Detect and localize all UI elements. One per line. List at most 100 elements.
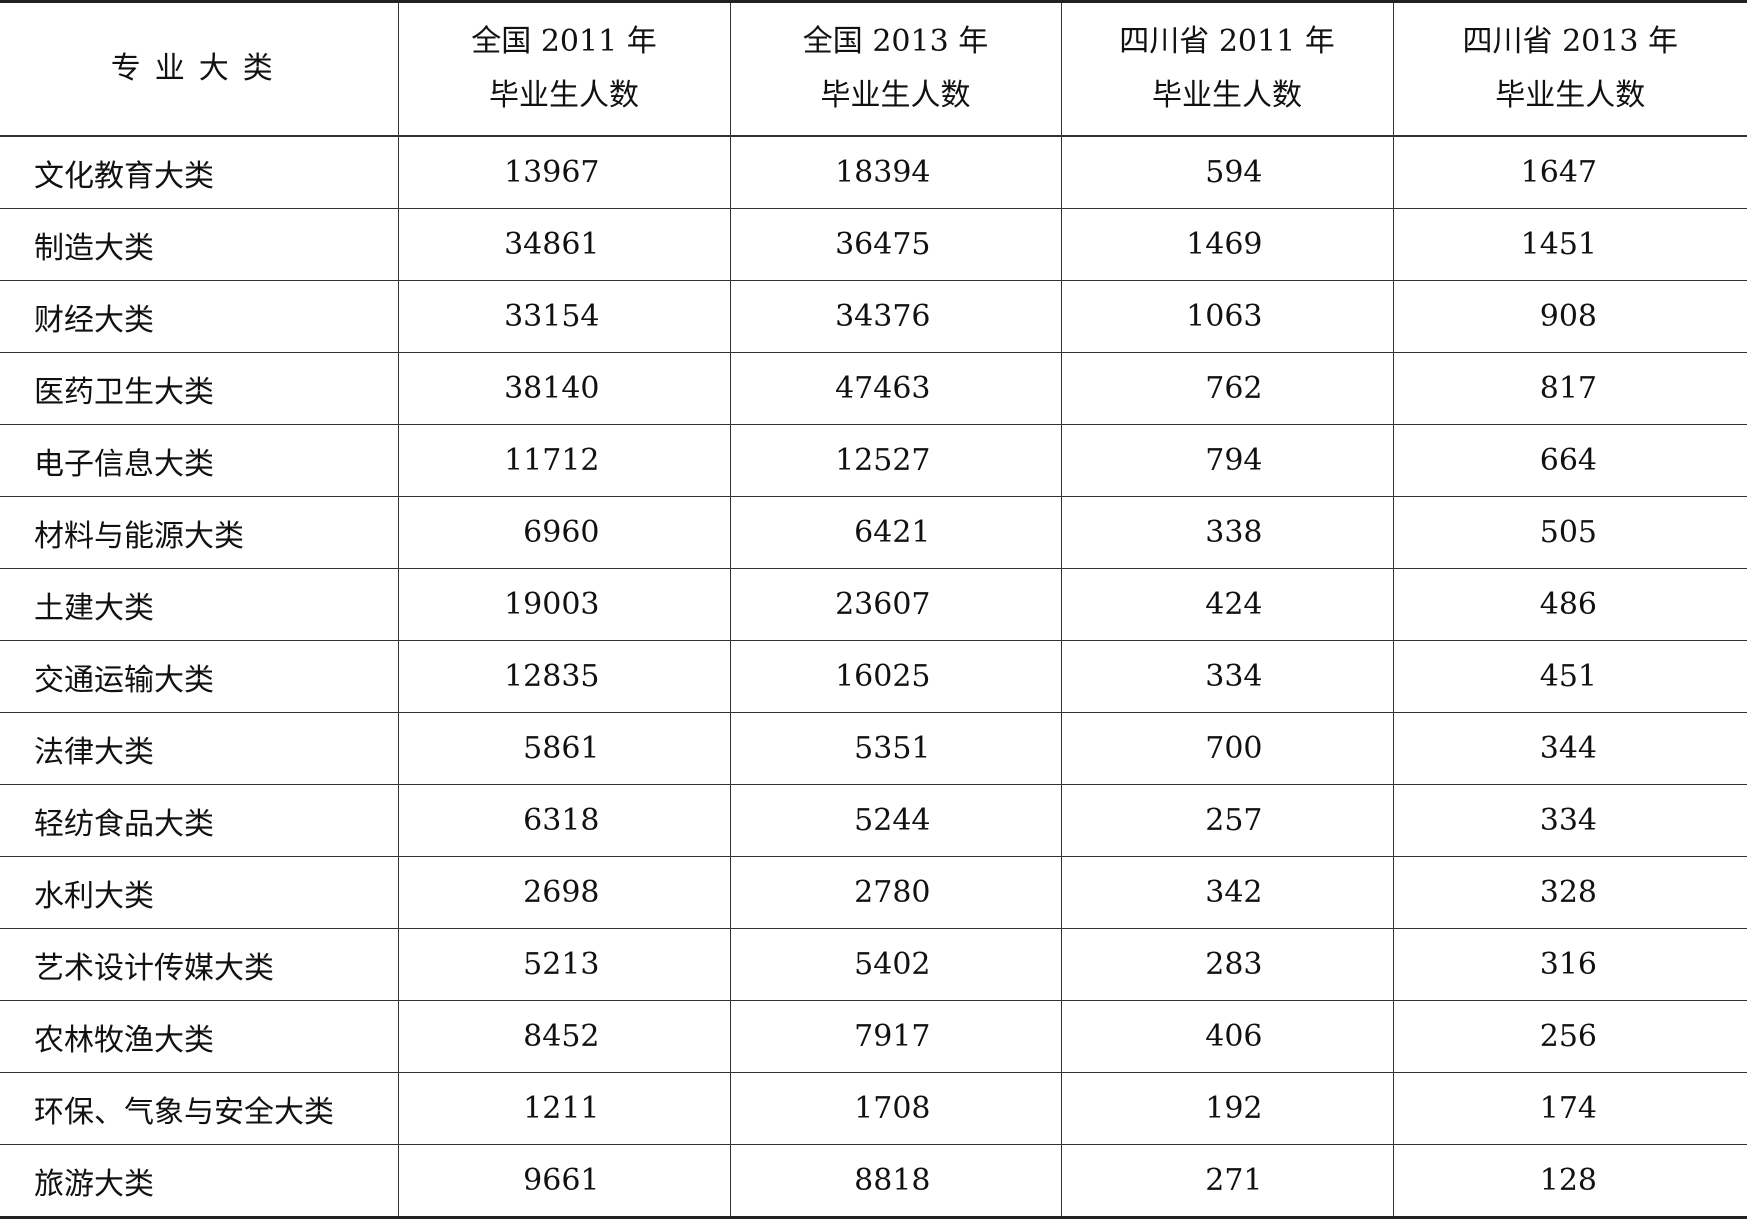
value-cell: 1063 — [1060, 280, 1394, 353]
table-row: 医药卫生大类 38140 47463 762 817 — [0, 352, 1747, 425]
category-cell: 制造大类 — [0, 208, 399, 281]
value-cell: 18394 — [729, 135, 1062, 209]
category-cell: 土建大类 — [0, 568, 399, 641]
value-cell: 334 — [1060, 640, 1394, 713]
value-cell: 12835 — [397, 640, 731, 713]
value-cell: 7917 — [729, 1000, 1062, 1073]
table-row: 水利大类 2698 2780 342 328 — [0, 856, 1747, 929]
value-cell: 283 — [1060, 928, 1394, 1001]
value-cell: 257 — [1060, 784, 1394, 857]
value-cell: 334 — [1392, 784, 1747, 857]
table-row: 财经大类 33154 34376 1063 908 — [0, 280, 1747, 353]
value-cell: 1451 — [1392, 208, 1747, 281]
table-row: 农林牧渔大类 8452 7917 406 256 — [0, 1000, 1747, 1073]
header-line: 全国 2011 年 — [471, 24, 657, 59]
table-row: 环保、气象与安全大类 1211 1708 192 174 — [0, 1072, 1747, 1145]
value-cell: 34861 — [397, 208, 731, 281]
value-cell: 6421 — [729, 496, 1062, 569]
value-cell: 33154 — [397, 280, 731, 353]
column-header: 全国 2011 年毕业生人数 — [397, 1, 731, 137]
value-cell: 316 — [1392, 928, 1747, 1001]
category-cell: 材料与能源大类 — [0, 496, 399, 569]
value-cell: 908 — [1392, 280, 1747, 353]
category-cell: 艺术设计传媒大类 — [0, 928, 399, 1001]
table-header: 专业大类 全国 2011 年毕业生人数 全国 2013 年毕业生人数 四川省 2011… — [0, 1, 1747, 137]
table-row: 制造大类 34861 36475 1469 1451 — [0, 208, 1747, 281]
value-cell: 406 — [1060, 1000, 1394, 1073]
value-cell: 1647 — [1392, 135, 1747, 209]
header-line: 毕业生人数 — [489, 78, 639, 113]
value-cell: 762 — [1060, 352, 1394, 425]
value-cell: 174 — [1392, 1072, 1747, 1145]
value-cell: 9661 — [397, 1144, 731, 1218]
value-cell: 5402 — [729, 928, 1062, 1001]
header-line: 毕业生人数 — [1152, 78, 1302, 113]
value-cell: 451 — [1392, 640, 1747, 713]
value-cell: 11712 — [397, 424, 731, 497]
category-cell: 环保、气象与安全大类 — [0, 1072, 399, 1145]
table-row: 电子信息大类 11712 12527 794 664 — [0, 424, 1747, 497]
value-cell: 5244 — [729, 784, 1062, 857]
value-cell: 192 — [1060, 1072, 1394, 1145]
value-cell: 12527 — [729, 424, 1062, 497]
value-cell: 817 — [1392, 352, 1747, 425]
value-cell: 271 — [1060, 1144, 1394, 1218]
value-cell: 486 — [1392, 568, 1747, 641]
header-line: 毕业生人数 — [1495, 78, 1646, 113]
value-cell: 700 — [1060, 712, 1394, 785]
value-cell: 2780 — [729, 856, 1062, 929]
value-cell: 6960 — [397, 496, 731, 569]
value-cell: 5861 — [397, 712, 731, 785]
value-cell: 344 — [1392, 712, 1747, 785]
header-line: 四川省 2011 年 — [1119, 24, 1335, 59]
value-cell: 256 — [1392, 1000, 1747, 1073]
value-cell: 1708 — [729, 1072, 1062, 1145]
value-cell: 34376 — [729, 280, 1062, 353]
value-cell: 664 — [1392, 424, 1747, 497]
table-row: 材料与能源大类 6960 6421 338 505 — [0, 496, 1747, 569]
value-cell: 8818 — [729, 1144, 1062, 1218]
column-header: 四川省 2011 年毕业生人数 — [1060, 1, 1394, 137]
value-cell: 5213 — [397, 928, 731, 1001]
table-body: 文化教育大类 13967 18394 594 1647 制造大类 34861 36475 146… — [0, 135, 1747, 1218]
value-cell: 16025 — [729, 640, 1062, 713]
column-header: 专业大类 — [0, 1, 399, 137]
category-cell: 财经大类 — [0, 280, 399, 353]
value-cell: 1211 — [397, 1072, 731, 1145]
value-cell: 794 — [1060, 424, 1394, 497]
value-cell: 594 — [1060, 135, 1394, 209]
value-cell: 47463 — [729, 352, 1062, 425]
value-cell: 8452 — [397, 1000, 731, 1073]
value-cell: 342 — [1060, 856, 1394, 929]
category-cell: 电子信息大类 — [0, 424, 399, 497]
table-row: 轻纺食品大类 6318 5244 257 334 — [0, 784, 1747, 857]
value-cell: 2698 — [397, 856, 731, 929]
value-cell: 13967 — [397, 135, 731, 209]
value-cell: 505 — [1392, 496, 1747, 569]
header-line: 毕业生人数 — [820, 78, 971, 113]
table-row: 土建大类 19003 23607 424 486 — [0, 568, 1747, 641]
table-row: 文化教育大类 13967 18394 594 1647 — [0, 135, 1747, 209]
value-cell: 328 — [1392, 856, 1747, 929]
value-cell: 128 — [1392, 1144, 1747, 1218]
category-cell: 文化教育大类 — [0, 135, 399, 209]
category-cell: 法律大类 — [0, 712, 399, 785]
header-line: 全国 2013 年 — [802, 24, 989, 59]
value-cell: 36475 — [729, 208, 1062, 281]
category-cell: 轻纺食品大类 — [0, 784, 399, 857]
header-line: 四川省 2013 年 — [1462, 24, 1678, 59]
category-cell: 医药卫生大类 — [0, 352, 399, 425]
column-header: 全国 2013 年毕业生人数 — [729, 1, 1062, 137]
column-header: 四川省 2013 年毕业生人数 — [1392, 1, 1747, 137]
category-cell: 农林牧渔大类 — [0, 1000, 399, 1073]
table-row: 交通运输大类 12835 16025 334 451 — [0, 640, 1747, 713]
category-cell: 旅游大类 — [0, 1144, 399, 1218]
value-cell: 23607 — [729, 568, 1062, 641]
table-row: 法律大类 5861 5351 700 344 — [0, 712, 1747, 785]
value-cell: 6318 — [397, 784, 731, 857]
table-row: 旅游大类 9661 8818 271 128 — [0, 1144, 1747, 1218]
category-cell: 交通运输大类 — [0, 640, 399, 713]
value-cell: 338 — [1060, 496, 1394, 569]
value-cell: 424 — [1060, 568, 1394, 641]
